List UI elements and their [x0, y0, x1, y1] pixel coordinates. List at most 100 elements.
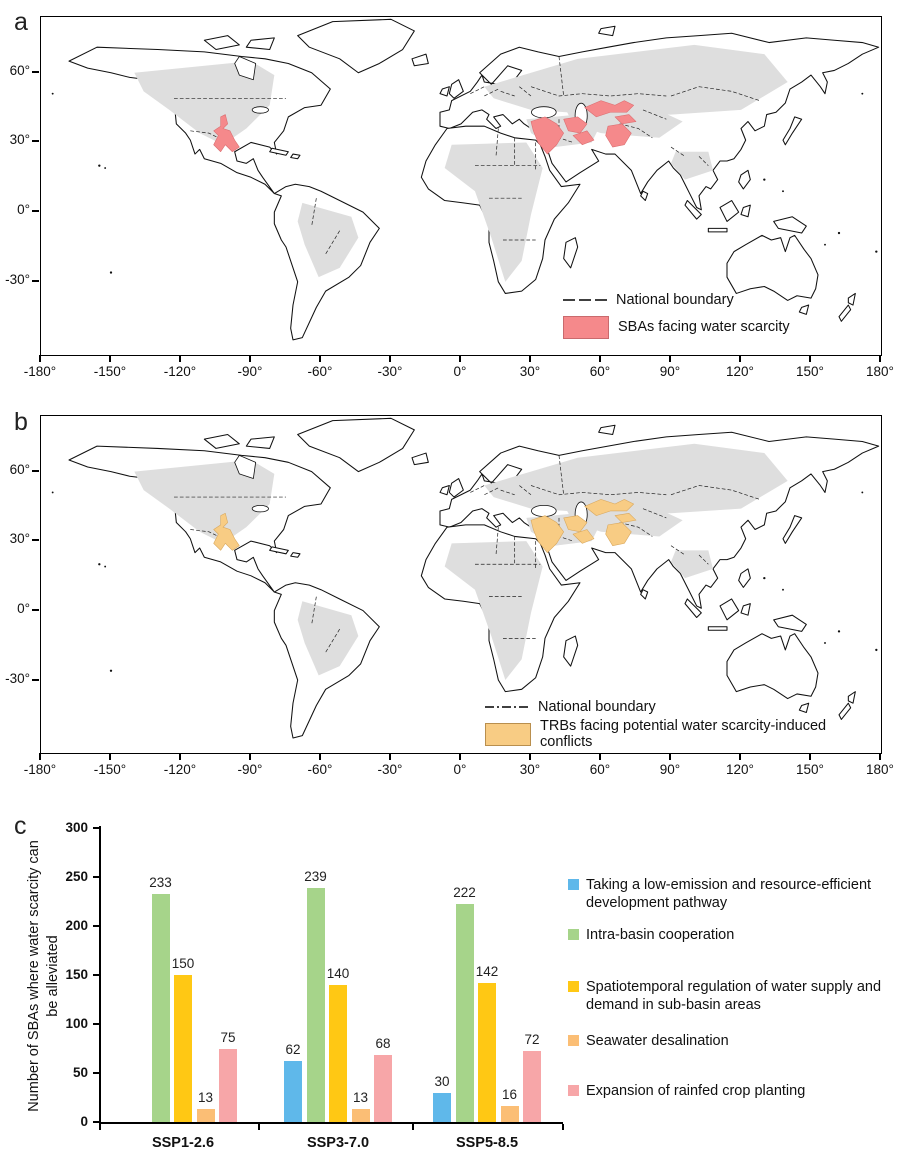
chart-y-tickmark — [93, 974, 99, 976]
bar-value-label: 140 — [326, 965, 350, 981]
legend-item: Seawater desalination — [568, 1032, 899, 1050]
chart-category-label: SSP3-7.0 — [306, 1135, 370, 1151]
map-b-legend: National boundary TRBs facing potential … — [485, 696, 881, 750]
bar-value-label: 13 — [197, 1090, 214, 1106]
map-a-highlight-label: SBAs facing water scarcity — [618, 319, 790, 335]
map-a-legend: National boundary SBAs facing water scar… — [563, 289, 790, 343]
bar-value-label: 142 — [475, 963, 499, 979]
chart-y-tick-label: 200 — [65, 918, 88, 933]
y-axis-tickmark — [32, 210, 39, 212]
y-axis-tickmark — [32, 470, 39, 472]
x-axis-tick-label: 0° — [453, 762, 467, 777]
x-axis-tick-label: -60° — [307, 762, 333, 777]
x-axis-tickmark — [809, 355, 811, 362]
x-axis-tickmark — [879, 355, 881, 362]
bar-value-label: 222 — [453, 885, 476, 901]
x-axis-tickmark — [389, 753, 391, 760]
chart-x-axis — [99, 1122, 563, 1124]
chart-category-label: SSP1-2.6 — [151, 1135, 215, 1151]
bar-SSP5-8.5-s1 — [455, 904, 474, 1122]
sba-highlight-swatch — [563, 315, 609, 339]
chart-x-tickmark — [258, 1124, 260, 1130]
map-panel-a: National boundary SBAs facing water scar… — [40, 16, 882, 356]
map-panel-b: National boundary TRBs facing potential … — [40, 415, 882, 754]
panel-a-label: a — [14, 8, 28, 36]
x-axis-tick-label: 120° — [726, 364, 754, 379]
y-axis-tick-label: 30° — [9, 132, 30, 147]
x-axis-tickmark — [739, 753, 741, 760]
chart-y-tickmark — [93, 827, 99, 829]
x-axis-tickmark — [669, 355, 671, 362]
chart-x-tickmark — [99, 1124, 101, 1130]
bar-value-label: 13 — [352, 1090, 369, 1106]
legend-swatch — [568, 929, 579, 940]
y-axis-tickmark — [32, 71, 39, 73]
bar-value-label: 150 — [171, 956, 195, 971]
y-axis-tickmark — [32, 140, 39, 142]
x-axis-tickmark — [529, 753, 531, 760]
chart-x-tickmark — [562, 1124, 564, 1130]
y-axis-tick-label: 0° — [17, 601, 30, 616]
y-axis-tickmark — [32, 280, 39, 282]
x-axis-tick-label: -120° — [163, 364, 197, 379]
bar-SSP3-7.0-s1 — [306, 887, 325, 1122]
y-axis-tick-label: 0° — [17, 202, 30, 217]
bar-SSP1-2.6-s2 — [174, 975, 192, 1122]
chart-y-tick-label: 300 — [65, 820, 88, 835]
legend-swatch — [568, 981, 579, 992]
x-axis-tickmark — [109, 753, 111, 760]
chart-y-tickmark — [93, 1121, 99, 1123]
legend-swatch — [568, 1035, 579, 1046]
x-axis-tick-label: 30° — [519, 364, 541, 379]
x-axis-tick-label: 150° — [796, 364, 824, 379]
y-axis-tick-label: 60° — [9, 462, 30, 477]
x-axis-tickmark — [739, 355, 741, 362]
chart-category-label: SSP5-8.5 — [455, 1135, 519, 1151]
chart-y-tickmark — [93, 1072, 99, 1074]
x-axis-tickmark — [179, 355, 181, 362]
map-b-highlight-label: TRBs facing potential water scarcity-ind… — [540, 718, 827, 750]
legend-swatch — [568, 879, 579, 890]
x-axis-tick-label: 0° — [453, 364, 467, 379]
chart-y-tick-label: 150 — [65, 967, 88, 982]
x-axis-tick-label: 60° — [589, 364, 611, 379]
bar-value-label: 30 — [434, 1073, 450, 1089]
panel-c-label: c — [14, 812, 27, 840]
legend-item-label: Intra-basin cooperation — [586, 927, 735, 943]
x-axis-tickmark — [809, 753, 811, 760]
bar-SSP3-7.0-s3 — [351, 1109, 370, 1122]
x-axis-tickmark — [459, 355, 461, 362]
bar-SSP5-8.5-s4 — [523, 1051, 541, 1122]
x-axis-tick-label: 150° — [796, 762, 824, 777]
y-axis-tickmark — [32, 609, 39, 611]
chart-y-axis — [99, 826, 101, 1124]
bar-SSP3-7.0-s0 — [284, 1061, 302, 1122]
x-axis-tickmark — [599, 355, 601, 362]
national-boundary-line-sample — [563, 299, 607, 301]
x-axis-tickmark — [39, 355, 41, 362]
legend-item-label: Expansion of rainfed crop planting — [586, 1083, 806, 1099]
bar-value-label: 239 — [304, 868, 327, 884]
x-axis-tickmark — [249, 355, 251, 362]
x-axis-tick-label: 90° — [659, 762, 681, 777]
bar-value-label: 233 — [149, 874, 172, 890]
x-axis-tick-label: 120° — [726, 762, 754, 777]
x-axis-tick-label: -30° — [377, 762, 403, 777]
legend-item: Intra-basin cooperation — [568, 926, 899, 944]
x-axis-tick-label: 60° — [589, 762, 611, 777]
bar-SSP3-7.0-s2 — [329, 984, 347, 1122]
bar-SSP5-8.5-s3 — [500, 1106, 519, 1122]
map-b-boundary-label: National boundary — [538, 699, 656, 715]
legend-item: Expansion of rainfed crop planting — [568, 1082, 899, 1100]
chart-x-tickmark — [412, 1124, 414, 1130]
x-axis-tickmark — [179, 753, 181, 760]
chart-y-tick-label: 50 — [72, 1065, 88, 1080]
panel-b-label: b — [14, 408, 28, 436]
bar-SSP5-8.5-s0 — [433, 1092, 451, 1122]
x-axis-tickmark — [249, 753, 251, 760]
chart-y-tickmark — [93, 925, 99, 927]
y-axis-tick-label: 30° — [9, 531, 30, 546]
trb-highlight-swatch — [485, 722, 531, 746]
bar-value-label: 68 — [375, 1036, 391, 1052]
